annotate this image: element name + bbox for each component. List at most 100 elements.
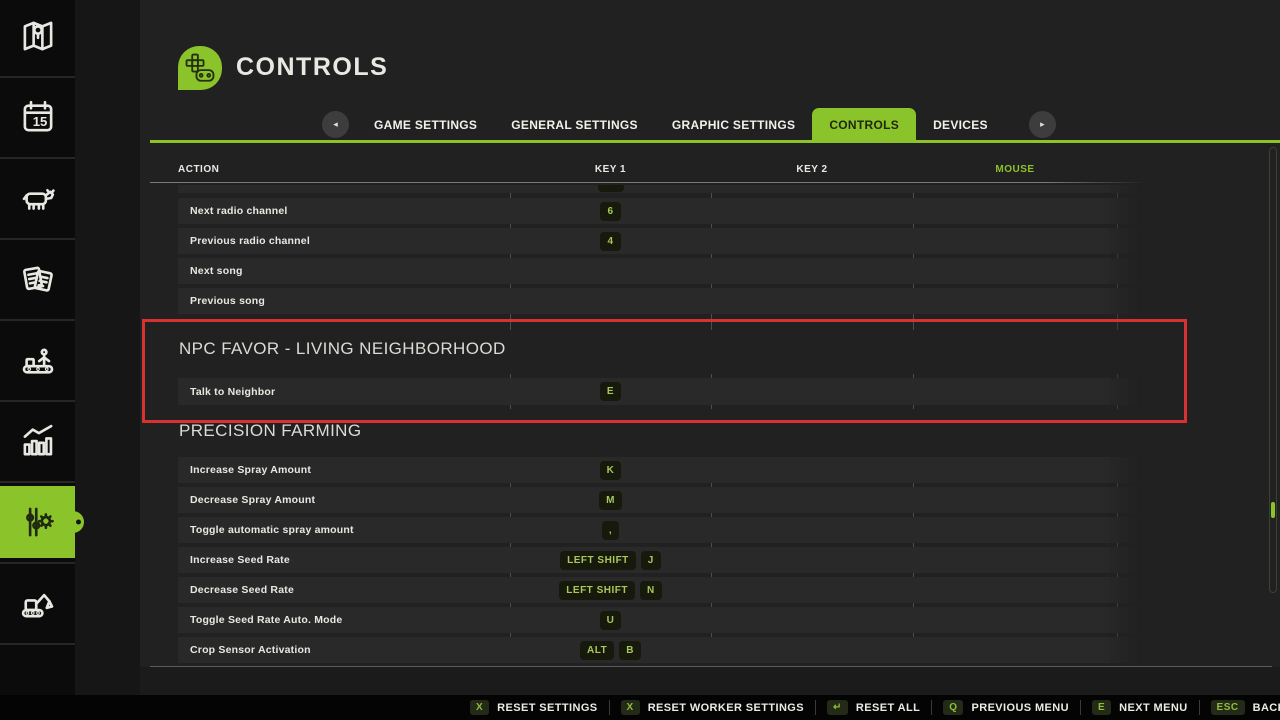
production-icon (22, 348, 53, 374)
table-row[interactable]: Toggle Seed Rate Auto. Mode U (178, 607, 1148, 633)
row-key1-cell[interactable]: , (510, 520, 711, 540)
section-rows: Increase Spray Amount K (178, 457, 1148, 663)
footer-action-label: RESET ALL (855, 701, 921, 714)
sidebar-gutter (75, 0, 140, 695)
key-badge[interactable]: M (599, 490, 622, 510)
column-header-key2: KEY 2 (796, 164, 828, 175)
excavator-icon (21, 593, 53, 618)
key-badge[interactable]: U (599, 610, 622, 630)
tab[interactable]: GAME SETTINGS (357, 108, 494, 141)
row-action-label: Toggle Seed Rate Auto. Mode (190, 614, 343, 626)
row-action-label: Increase Seed Rate (190, 554, 290, 566)
footer-action[interactable]: X RESET SETTINGS (459, 700, 609, 715)
row-key1-cell[interactable]: LEFT SHIFT N (510, 580, 711, 600)
row-action-label: Next song (190, 265, 243, 277)
key-badge[interactable]: N (639, 580, 662, 600)
table-row[interactable]: Next song (178, 258, 1148, 284)
table-row[interactable]: Previous song (178, 288, 1148, 314)
key-badge[interactable]: , (601, 520, 620, 540)
tab[interactable]: GENERAL SETTINGS (494, 108, 655, 141)
row-action-label: Next radio channel (190, 205, 288, 217)
key-badge[interactable] (597, 185, 624, 192)
cow-icon (22, 188, 55, 210)
row-action-label: Decrease Seed Rate (190, 584, 294, 596)
table-section: NPC FAVOR - LIVING NEIGHBORHOOD Talk to … (178, 326, 1148, 409)
footer-action-label: BACK (1252, 701, 1280, 714)
column-header-mouse: MOUSE (995, 164, 1035, 175)
row-key1-cell[interactable]: LEFT SHIFT J (510, 550, 711, 570)
row-key1-cell[interactable]: K (510, 460, 711, 480)
table-row[interactable]: Crop Sensor Activation ALT B (178, 637, 1148, 663)
tab[interactable]: GRAPHIC SETTINGS (655, 108, 812, 141)
tab-label: DEVICES (933, 117, 988, 132)
row-key1-cell[interactable]: 6 (510, 201, 711, 221)
row-action-label: Crop Sensor Activation (190, 644, 311, 656)
footer-key-badge: X (620, 700, 640, 715)
footer-action[interactable]: Q PREVIOUS MENU (931, 700, 1080, 715)
table-row[interactable]: Increase Seed Rate LEFT SHIFT J (178, 547, 1148, 573)
footer-action[interactable]: ↵ RESET ALL (815, 700, 931, 715)
key-badge[interactable]: 6 (600, 201, 621, 221)
tab[interactable]: DEVICES (916, 108, 1005, 141)
table-section: PRECISION FARMING Increase Spray Amount … (178, 419, 1148, 667)
key-badge[interactable]: LEFT SHIFT (560, 550, 636, 570)
row-key1-cell[interactable]: E (510, 382, 711, 401)
settings-icon (25, 507, 54, 537)
tab-label: CONTROLS (829, 117, 900, 132)
below-table-strip (140, 667, 1280, 695)
row-key1-cell[interactable]: ALT B (510, 640, 711, 660)
column-header-divider (150, 182, 1145, 183)
sidebar-item-calendar[interactable]: 15 (0, 81, 75, 162)
sidebar-item-settings[interactable] (0, 486, 75, 567)
footer-action[interactable]: ESC BACK (1198, 700, 1280, 715)
tabbar-underline (150, 140, 1280, 143)
column-header-key1: KEY 1 (594, 164, 627, 175)
sidebar-item-contracts[interactable] (0, 243, 75, 324)
key-badge[interactable]: J (640, 550, 661, 570)
row-key1-cell[interactable]: 4 (510, 231, 711, 251)
column-header-action: ACTION (178, 164, 220, 175)
tabs-strip: GAME SETTINGS GENERAL SETTINGS GRAPHIC S… (357, 108, 1005, 141)
key-badge[interactable]: ALT (580, 640, 615, 660)
tab-label: GENERAL SETTINGS (511, 117, 638, 132)
footer-action[interactable]: E NEXT MENU (1079, 700, 1199, 715)
row-action-label: Toggle automatic spray amount (190, 524, 354, 536)
tab[interactable]: CONTROLS (812, 108, 917, 141)
sidebar-item-production[interactable] (0, 324, 75, 405)
tabs-prev-button[interactable]: ◂ (322, 111, 349, 138)
sidebar-item-construction[interactable] (0, 567, 75, 648)
sidebar-item-map[interactable] (0, 0, 75, 81)
row-action-label: Talk to Neighbor (190, 385, 276, 398)
row-key1-cell[interactable]: M (510, 490, 711, 510)
right-arrow-icon: ▸ (1040, 119, 1045, 129)
table-row[interactable]: Toggle automatic spray amount , (178, 517, 1148, 543)
section-rows: Talk to Neighbor E (178, 374, 1148, 409)
page-icon-badge (178, 46, 222, 90)
sidebar-item-statistics[interactable] (0, 405, 75, 486)
table-row[interactable]: Decrease Seed Rate LEFT SHIFT N (178, 577, 1148, 603)
key-badge[interactable]: LEFT SHIFT (559, 580, 635, 600)
row-key1-cell[interactable] (510, 185, 711, 192)
table-row[interactable]: Previous radio channel 4 (178, 228, 1148, 254)
documents-icon (22, 266, 53, 292)
svg-text:15: 15 (32, 114, 47, 129)
table-section: Next radio channel 6 (178, 185, 1148, 330)
table-row[interactable]: Increase Spray Amount K (178, 457, 1148, 483)
footer-action[interactable]: X RESET WORKER SETTINGS (608, 700, 815, 715)
tabs-next-button[interactable]: ▸ (1028, 111, 1056, 138)
scrollbar-thumb[interactable] (1271, 502, 1275, 518)
footer-key-badge: ESC (1210, 700, 1245, 715)
footer-key-badge: X (470, 700, 490, 715)
table-row[interactable]: Decrease Spray Amount M (178, 487, 1148, 513)
sidebar-item-animals[interactable] (0, 162, 75, 243)
scrollbar-track[interactable] (1269, 147, 1277, 593)
row-key1-cell[interactable]: U (510, 610, 711, 630)
table-row[interactable] (178, 185, 1148, 193)
footer-action-label: PREVIOUS MENU (971, 701, 1069, 714)
table-row[interactable]: Next radio channel 6 (178, 198, 1148, 224)
table-row[interactable]: Talk to Neighbor E (178, 378, 1148, 405)
key-badge[interactable]: E (599, 382, 622, 401)
key-badge[interactable]: B (619, 640, 641, 660)
key-badge[interactable]: 4 (600, 231, 621, 251)
key-badge[interactable]: K (599, 460, 622, 480)
